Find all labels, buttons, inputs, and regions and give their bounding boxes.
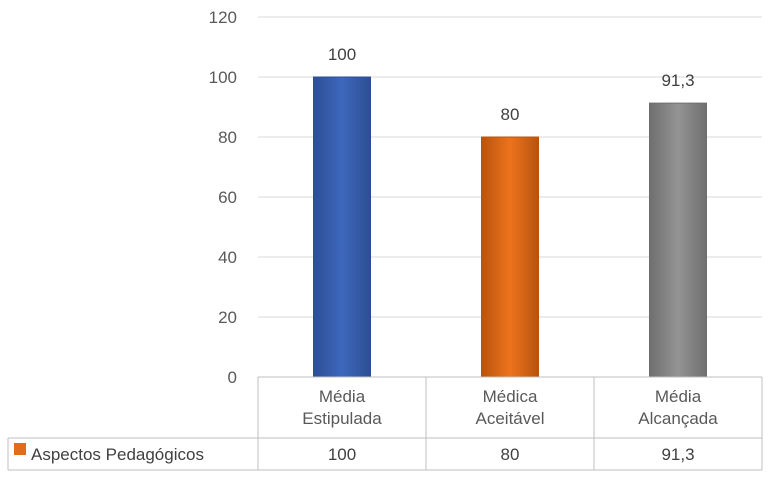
bar: [649, 102, 707, 378]
table-cell: 100: [328, 445, 356, 464]
bar: [313, 76, 371, 378]
y-tick-label: 60: [218, 188, 237, 207]
legend-label: Aspectos Pedagógicos: [31, 445, 204, 464]
table-cell: 80: [501, 445, 520, 464]
x-tick-label: Médica Aceitável: [476, 387, 545, 428]
y-tick-label: 80: [218, 128, 237, 147]
x-tick-label: Média Alcançada: [638, 387, 718, 428]
y-tick-label: 20: [218, 308, 237, 327]
y-tick-label: 100: [209, 68, 237, 87]
data-table: Média Estipulada Médica Aceitável Média Alcan…: [7, 376, 763, 471]
bars: [313, 76, 707, 378]
data-label: 91,3: [661, 71, 694, 90]
y-tick-label: 0: [228, 368, 237, 387]
bar: [481, 136, 539, 378]
y-tick-label: 40: [218, 248, 237, 267]
data-labels: 100 80 91,3: [328, 45, 695, 124]
x-tick-label: Média Estipulada: [302, 387, 382, 428]
table-cell: 91,3: [661, 445, 694, 464]
data-label: 80: [501, 105, 520, 124]
y-axis: 0 20 40 60 80 100 120: [209, 8, 237, 387]
data-label: 100: [328, 45, 356, 64]
legend-key: [14, 443, 26, 455]
y-tick-label: 120: [209, 8, 237, 27]
